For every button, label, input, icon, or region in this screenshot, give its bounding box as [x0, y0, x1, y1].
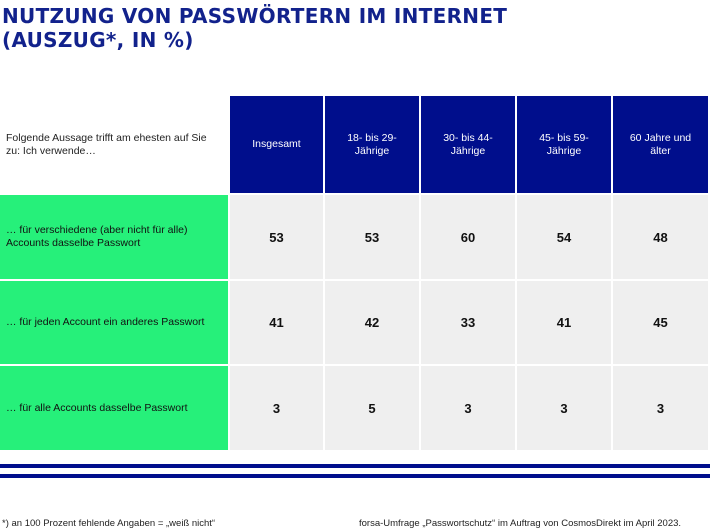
table-cell: 41: [230, 281, 323, 364]
column-header-60-plus: 60 Jahre und älter: [613, 96, 708, 193]
table-cell: 5: [325, 366, 419, 450]
row-label-all-accounts-same: … für alle Accounts dasselbe Passwort: [0, 366, 228, 450]
footnote: *) an 100 Prozent fehlende Angaben = „we…: [2, 518, 216, 529]
title-line-1: NUTZUNG VON PASSWÖRTERN IM INTERNET: [2, 4, 508, 28]
divider-rule-bottom: [0, 474, 710, 478]
column-header-18-29: 18- bis 29-Jährige: [325, 96, 419, 193]
table-cell: 42: [325, 281, 419, 364]
column-header-45-59: 45- bis 59-Jährige: [517, 96, 611, 193]
table-cell: 53: [230, 195, 323, 279]
divider-rule-top: [0, 464, 710, 468]
table-cell: 53: [325, 195, 419, 279]
table-cell: 41: [517, 281, 611, 364]
row-label-some-accounts-same: … für verschiedene (aber nicht für alle)…: [0, 195, 228, 279]
column-header-30-44: 30- bis 44-Jährige: [421, 96, 515, 193]
table-cell: 33: [421, 281, 515, 364]
row-label-each-account-different: … für jeden Account ein anderes Passwort: [0, 281, 228, 364]
header-question-label: Folgende Aussage trifft am ehesten auf S…: [6, 131, 207, 157]
chart-title: NUTZUNG VON PASSWÖRTERN IM INTERNET (AUS…: [2, 4, 642, 52]
table-cell: 3: [613, 366, 708, 450]
table-cell: 3: [517, 366, 611, 450]
table-cell: 45: [613, 281, 708, 364]
table-cell: 48: [613, 195, 708, 279]
table-cell: 3: [421, 366, 515, 450]
table-cell: 54: [517, 195, 611, 279]
table-cell: 3: [230, 366, 323, 450]
table-cell: 60: [421, 195, 515, 279]
title-line-2: (AUSZUG*, IN %): [2, 28, 194, 52]
source-note: forsa-Umfrage „Passwortschutz“ im Auftra…: [359, 518, 682, 529]
column-header-insgesamt: Insgesamt: [230, 96, 323, 193]
